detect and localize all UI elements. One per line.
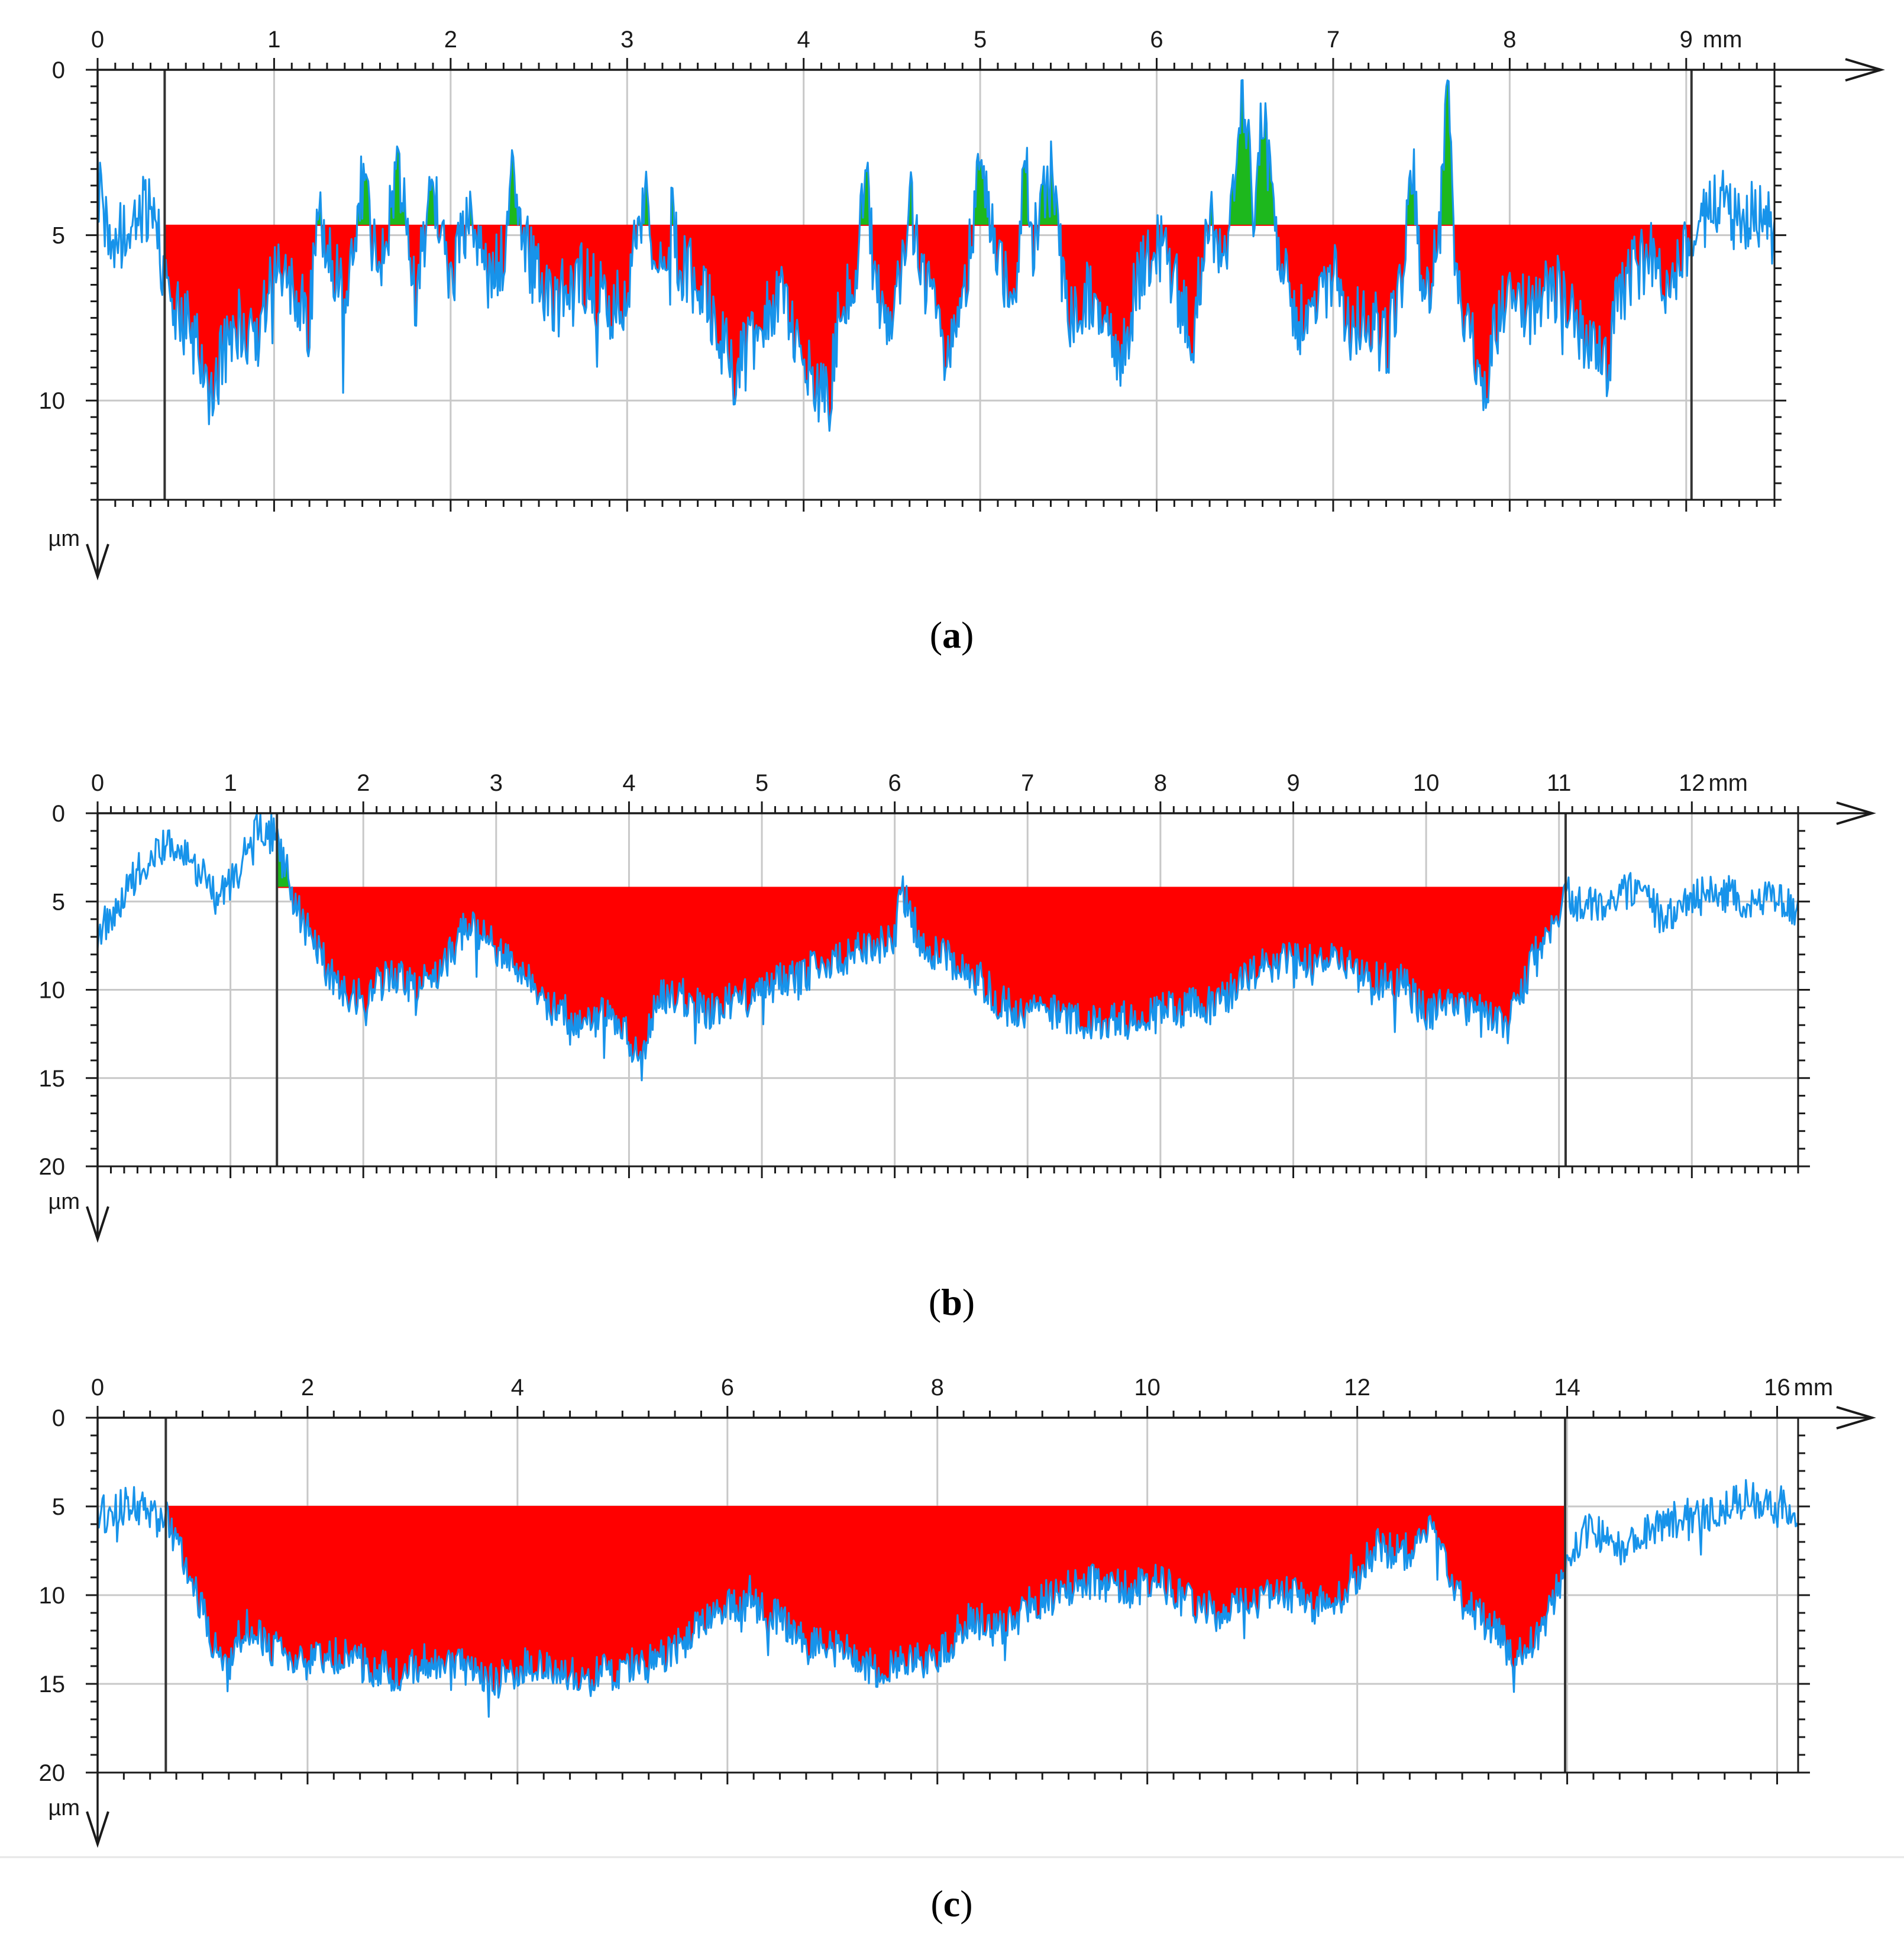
y-axis-arrow-icon [86,1206,109,1243]
x-tick-label: 2 [444,27,457,53]
y-unit-label: µm [48,526,80,551]
panel-caption-letter: b [941,1281,962,1323]
x-axis-arrow-icon [1845,58,1885,82]
profile-line [96,1479,1799,1718]
x-tick-label: 7 [1327,27,1340,53]
x-unit-label: mm [1703,27,1743,53]
y-axis-arrow-icon [86,1811,109,1848]
x-tick-label: 7 [1021,770,1034,796]
y-tick-label: 10 [39,1583,66,1609]
x-tick-label: 1 [267,27,280,53]
valley-area [164,225,1692,431]
x-tick-label: 4 [622,770,635,796]
chart-panel-c: 0 2 4 6 8 10 12 14 16 mm 0 5 10 15 20 µm (c) [39,1375,1876,1925]
y-tick-label: 5 [52,1494,65,1520]
panel-caption-letter: c [943,1883,960,1925]
x-tick-label: 2 [301,1375,314,1401]
x-tick-label: 9 [1680,27,1693,53]
y-tick-label: 20 [39,1154,66,1180]
y-axis-arrow-icon [86,544,109,581]
x-tick-label: 5 [755,770,768,796]
x-tick-label: 0 [91,1375,104,1401]
x-tick-label: 3 [620,27,633,53]
x-tick-label: 2 [357,770,370,796]
y-tick-label: 15 [39,1066,66,1092]
profile-line [96,813,1799,1082]
x-tick-label: 6 [1150,27,1163,53]
x-tick-label: 14 [1554,1375,1580,1401]
valley-area [166,1506,1566,1717]
x-axis-arrow-icon [1836,801,1876,825]
x-unit-label: mm [1708,770,1748,796]
valley-area [277,887,1566,1081]
x-tick-label: 4 [511,1375,524,1401]
x-tick-label: 9 [1286,770,1299,796]
y-unit-label: µm [48,1796,80,1820]
x-tick-label: 6 [888,770,901,796]
y-tick-label: 0 [52,57,65,83]
x-tick-label: 8 [1503,27,1516,53]
x-tick-label: 8 [1154,770,1167,796]
panel-caption: (a) [930,614,974,656]
x-tick-label: 0 [91,27,104,53]
y-tick-label: 15 [39,1671,66,1697]
x-tick-label: 3 [490,770,503,796]
y-tick-label: 10 [39,978,66,1004]
x-tick-label: 11 [1547,770,1572,796]
y-tick-label: 5 [52,889,65,915]
x-tick-label: 10 [1413,770,1440,796]
y-unit-label: µm [48,1189,80,1214]
panel-caption: (c) [930,1883,972,1925]
y-tick-label: 0 [52,801,65,827]
x-axis-arrow-icon [1836,1406,1876,1430]
profile-line [96,79,1776,432]
x-tick-label: 12 [1344,1375,1370,1401]
y-tick-label: 20 [39,1760,66,1786]
x-tick-label: 16 [1764,1375,1790,1401]
y-tick-label: 5 [52,223,65,249]
x-tick-label: 1 [224,770,237,796]
x-tick-label: 5 [974,27,987,53]
peak-area [277,829,1566,888]
y-tick-label: 10 [39,388,66,414]
x-unit-label: mm [1794,1375,1834,1401]
panel-caption-letter: a [942,614,961,656]
y-tick-label: 0 [52,1405,65,1431]
x-tick-label: 10 [1134,1375,1160,1401]
x-tick-label: 8 [931,1375,944,1401]
chart-panel-a: 0 1 2 3 4 5 6 7 8 9 mm 0 5 10 µm (a) [39,27,1885,656]
panel-caption: (b) [929,1281,975,1323]
x-tick-label: 6 [721,1375,734,1401]
x-tick-label: 4 [797,27,810,53]
x-tick-label: 0 [91,770,104,796]
x-tick-label: 12 [1679,770,1705,796]
